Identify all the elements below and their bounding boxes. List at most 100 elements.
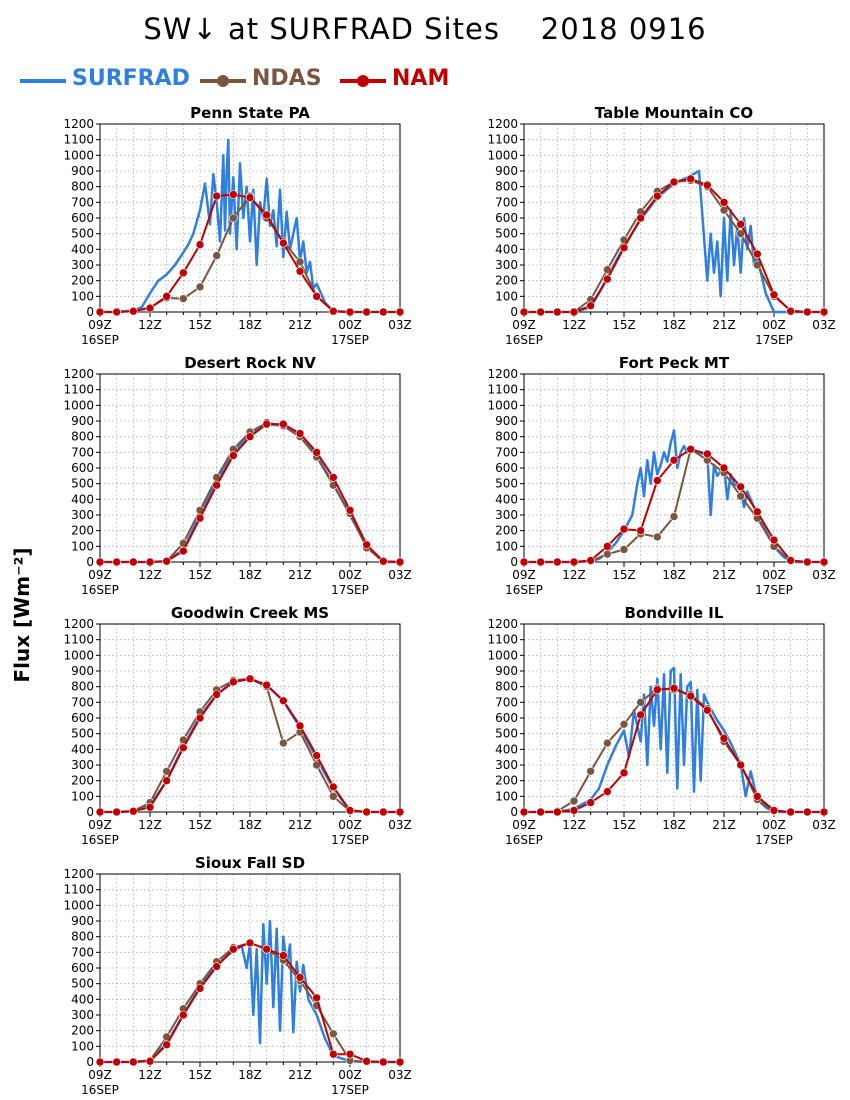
y-tick-label: 0 [510, 555, 518, 569]
data-point-nam [819, 557, 829, 567]
x-date-label: 16SEP [505, 583, 543, 597]
x-tick-label: 03Z [388, 818, 412, 832]
x-tick-label: 21Z [712, 568, 736, 582]
y-tick-label: 900 [495, 164, 518, 178]
y-tick-label: 800 [495, 430, 518, 444]
legend-swatch-ndas [200, 75, 246, 87]
data-point-nam [719, 198, 729, 207]
data-point-nam [145, 303, 155, 313]
y-tick-label: 400 [495, 242, 518, 256]
legend-label-surfrad: SURFRAD [72, 66, 190, 91]
data-point-nam [362, 807, 371, 817]
data-point-ndas [653, 532, 662, 542]
x-tick-label: 09Z [88, 318, 112, 332]
y-tick-label: 600 [71, 961, 94, 975]
y-tick-label: 700 [495, 695, 518, 709]
y-tick-label: 1200 [487, 617, 518, 631]
x-tick-label: 00Z [338, 318, 362, 332]
data-point-ndas [195, 282, 205, 292]
y-tick-label: 600 [495, 461, 518, 475]
data-point-nam [819, 307, 829, 317]
data-point-nam [395, 1057, 405, 1067]
data-point-nam [145, 802, 155, 812]
data-point-nam [279, 238, 288, 248]
data-point-nam [279, 696, 288, 706]
data-point-nam [329, 306, 338, 316]
y-tick-label: 1000 [63, 648, 94, 662]
y-tick-label: 1000 [63, 398, 94, 412]
y-tick-label: 1200 [63, 867, 94, 881]
y-tick-label: 1000 [487, 398, 518, 412]
data-point-nam [736, 482, 745, 492]
x-date-label: 16SEP [505, 833, 543, 847]
y-tick-label: 300 [495, 508, 518, 522]
data-point-nam [262, 944, 271, 954]
y-tick-label: 1100 [487, 633, 518, 647]
y-tick-label: 1000 [63, 148, 94, 162]
data-point-nam [329, 782, 338, 792]
data-point-nam [262, 210, 271, 220]
data-point-nam [95, 1057, 105, 1067]
data-point-nam [786, 807, 795, 817]
data-point-ndas [619, 719, 629, 729]
data-point-nam [619, 524, 629, 534]
x-tick-label: 09Z [512, 318, 536, 332]
y-tick-label: 1200 [487, 367, 518, 381]
x-tick-label: 03Z [388, 318, 412, 332]
y-tick-label: 500 [71, 977, 94, 991]
chart-title: Penn State PA [190, 104, 310, 122]
main-title: SW↓ at SURFRAD Sites 2018 0916 [143, 12, 707, 46]
data-point-nam [619, 243, 629, 253]
y-tick-label: 0 [510, 305, 518, 319]
x-date-label: 17SEP [755, 333, 793, 347]
data-point-nam [262, 680, 271, 690]
data-point-nam [379, 556, 388, 566]
data-point-nam [536, 557, 545, 567]
x-tick-label: 15Z [188, 818, 212, 832]
y-tick-label: 0 [86, 305, 94, 319]
data-point-nam [653, 191, 662, 201]
data-point-nam [703, 180, 712, 190]
data-point-nam [229, 190, 238, 199]
data-point-nam [769, 290, 779, 300]
y-tick-label: 800 [495, 180, 518, 194]
y-tick-label: 100 [71, 539, 94, 553]
y-tick-label: 600 [495, 711, 518, 725]
x-tick-label: 21Z [288, 1068, 312, 1082]
y-tick-label: 0 [86, 1055, 94, 1069]
y-tick-label: 700 [71, 695, 94, 709]
x-tick-label: 09Z [88, 1068, 112, 1082]
data-point-nam [245, 938, 255, 948]
chart-title: Table Mountain CO [595, 104, 753, 122]
data-point-nam [195, 984, 205, 993]
y-tick-label: 500 [71, 227, 94, 241]
y-tick-label: 300 [71, 758, 94, 772]
data-point-ndas [179, 294, 188, 303]
data-point-nam [819, 807, 829, 817]
data-point-nam [553, 307, 562, 317]
y-tick-label: 1100 [487, 383, 518, 397]
data-point-nam [519, 807, 529, 817]
data-point-nam [295, 429, 305, 438]
data-point-nam [686, 691, 695, 701]
x-tick-label: 18Z [238, 818, 262, 832]
data-point-ndas [619, 545, 629, 554]
data-point-nam [262, 419, 271, 429]
data-point-nam [295, 973, 305, 982]
data-point-ndas [212, 251, 221, 260]
y-tick-label: 700 [495, 195, 518, 209]
y-tick-label: 400 [71, 992, 94, 1006]
y-tick-label: 600 [71, 461, 94, 475]
data-point-nam [619, 768, 629, 778]
series-line-surfrad [100, 138, 400, 314]
y-tick-label: 0 [86, 555, 94, 569]
x-tick-label: 12Z [138, 568, 162, 582]
y-tick-label: 100 [71, 789, 94, 803]
y-tick-label: 200 [71, 774, 94, 788]
x-tick-label: 00Z [338, 818, 362, 832]
x-tick-label: 15Z [188, 1068, 212, 1082]
chart-title: Desert Rock NV [184, 354, 316, 372]
data-point-nam [229, 677, 238, 687]
data-point-nam [245, 674, 255, 684]
